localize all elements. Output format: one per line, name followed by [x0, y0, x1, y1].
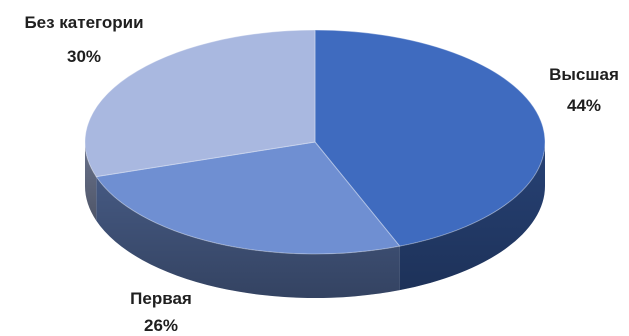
- label-percent-vysshaya: 44%: [567, 96, 601, 115]
- pie-top-faces: [84, 29, 546, 255]
- label-name-bez-kategorii: Без категории: [24, 13, 143, 32]
- label-name-vysshaya: Высшая: [549, 65, 619, 84]
- pie-slice-vysshaya: [314, 29, 546, 247]
- pie-side-walls: [85, 142, 545, 299]
- label-percent-bez-kategorii: 30%: [67, 47, 101, 66]
- pie-side-shade-vysshaya: [399, 142, 545, 291]
- pie-slice-pervaya: [95, 141, 401, 255]
- label-name-pervaya: Первая: [130, 289, 192, 308]
- label-percent-pervaya: 26%: [144, 316, 178, 335]
- pie-slice-bez-kategorii: [84, 29, 316, 178]
- pie-side-shade-pervaya: [96, 176, 400, 299]
- pie-side-shade-bez-kategorii: [85, 142, 97, 221]
